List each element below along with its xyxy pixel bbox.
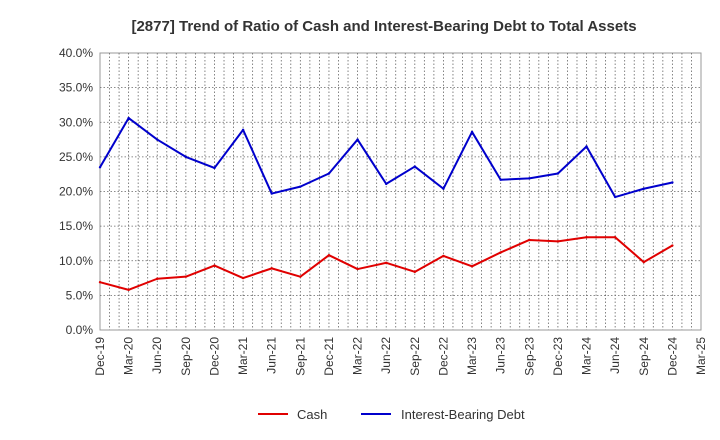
legend-label-interest-bearing-debt: Interest-Bearing Debt [401,407,525,422]
cash-point [184,275,188,278]
x-tick-label: Sep-20 [179,337,193,376]
y-tick-label: 20.0% [59,185,93,199]
cash-point [384,261,388,265]
interest-bearing-debt-point [327,172,331,175]
y-tick-label: 25.0% [59,150,93,164]
cash-point [270,267,273,270]
legend: Cash Interest-Bearing Debt [258,407,525,422]
cash-point [127,288,130,292]
interest-bearing-debt-point [671,181,674,184]
y-tick-label: 30.0% [59,115,93,129]
interest-bearing-debt-point [499,178,502,181]
x-tick-label: Sep-24 [637,337,651,376]
x-tick-label: Mar-23 [465,337,479,375]
x-tick-label: Mar-24 [580,337,594,375]
x-tick-label: Mar-25 [694,337,708,375]
interest-bearing-debt-point [528,177,531,180]
cash-point [442,254,445,258]
x-tick-label: Dec-21 [322,337,336,376]
x-tick-label: Dec-19 [93,337,107,376]
x-tick-label: Dec-20 [207,337,221,376]
series-lines [98,116,674,292]
cash-point [499,251,502,254]
interest-bearing-debt-point [613,195,617,199]
chart-title: [2877] Trend of Ratio of Cash and Intere… [131,18,636,35]
interest-bearing-debt-point [413,165,417,168]
legend-label-cash: Cash [297,407,327,422]
x-tick-label: Dec-24 [665,337,679,376]
cash-point [241,276,245,280]
y-tick-label: 0.0% [66,323,94,337]
interest-bearing-debt-point [98,166,102,169]
cash-point [213,264,216,267]
y-tick-label: 10.0% [59,254,93,268]
interest-bearing-debt-point [270,192,273,195]
interest-bearing-debt-point [356,138,359,141]
y-tick-label: 35.0% [59,81,93,95]
interest-bearing-debt-point [127,116,130,120]
interest-bearing-debt-point [241,128,245,132]
interest-bearing-debt-point [299,185,302,188]
interest-bearing-debt-point [585,145,588,148]
x-tick-label: Sep-22 [408,337,422,376]
x-tick-label: Sep-21 [293,337,307,376]
interest-bearing-debt-point [184,155,188,159]
plot-area [99,52,702,331]
cash-point [299,275,302,278]
x-tick-label: Jun-20 [150,337,164,374]
cash-point [470,265,474,268]
cash-point [156,277,159,280]
interest-bearing-debt-point [213,166,216,170]
cash-point [327,254,331,257]
x-tick-label: Mar-22 [351,337,365,375]
y-tick-label: 5.0% [66,288,94,302]
x-tick-label: Jun-24 [608,337,622,374]
x-tick-label: Jun-23 [494,337,508,374]
interest-bearing-debt-point [470,130,474,134]
cash-point [613,236,617,239]
cash-point [98,281,102,284]
axes: 0.0% 5.0% 10.0% 15.0% 20.0% 25.0% 30.0% 35.0% 40… [59,46,708,376]
y-tick-label: 15.0% [59,219,93,233]
x-tick-label: Dec-23 [551,337,565,376]
x-tick-label: Mar-21 [236,337,250,375]
interest-bearing-debt-point [556,172,560,175]
interest-bearing-debt-point [384,182,388,186]
cash-point [671,244,674,247]
interest-bearing-debt-point [642,187,645,190]
cash-point [642,260,645,264]
x-tick-label: Dec-22 [436,337,450,376]
interest-bearing-debt-point [156,138,159,141]
x-tick-label: Jun-22 [379,337,393,374]
cash-point [585,236,588,239]
interest-bearing-debt-point [442,187,445,190]
cash-point [413,270,417,274]
x-tick-label: Jun-21 [265,337,279,374]
cash-point [356,267,359,271]
grid [99,52,702,331]
cash-point [556,240,560,243]
x-tick-label: Sep-23 [522,337,536,376]
x-tick-label: Mar-20 [122,337,136,375]
cash-point [528,238,531,242]
y-tick-label: 40.0% [59,46,93,60]
